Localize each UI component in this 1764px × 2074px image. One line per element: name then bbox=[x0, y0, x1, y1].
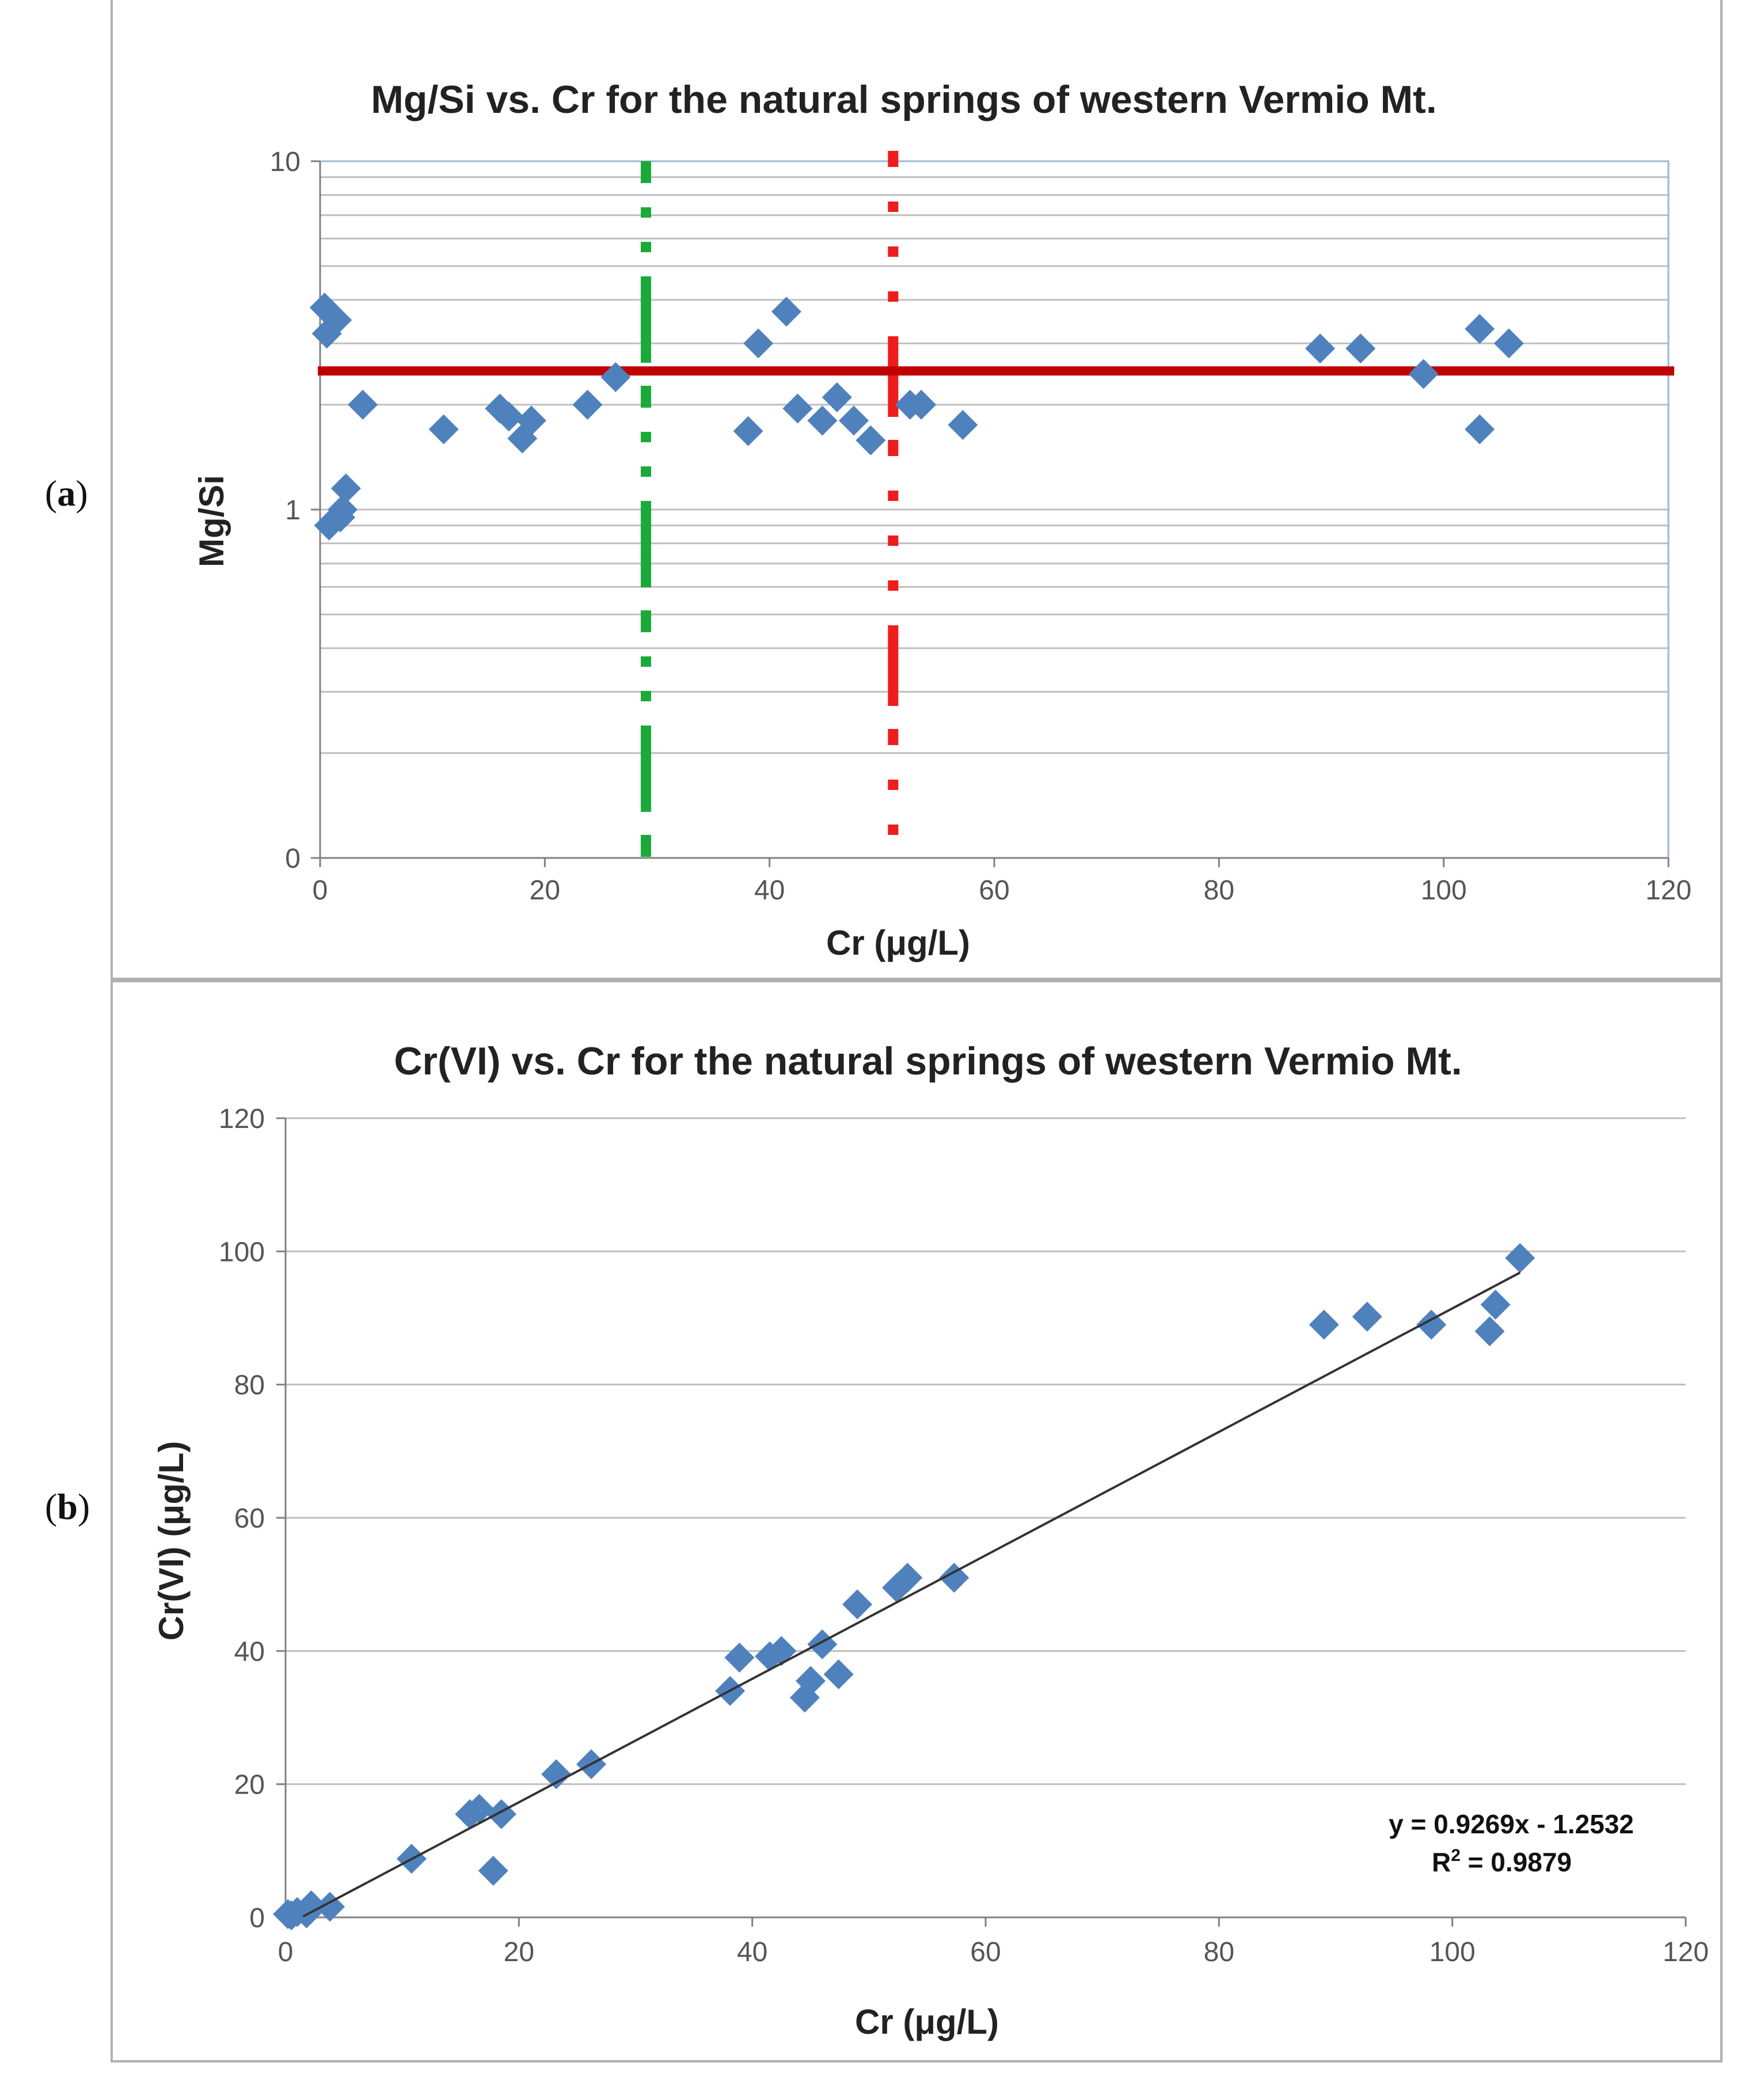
data-point bbox=[493, 401, 524, 432]
data-point bbox=[1474, 1316, 1505, 1347]
data-point bbox=[771, 297, 801, 327]
x-tick-label: 120 bbox=[1645, 875, 1691, 906]
x-tick-label: 40 bbox=[737, 1937, 767, 1967]
y-tick-label: 0 bbox=[285, 844, 301, 874]
x-tick-label: 80 bbox=[1204, 1937, 1234, 1967]
x-tick-label: 0 bbox=[313, 875, 328, 906]
data-point bbox=[348, 389, 378, 420]
x-tick-label: 40 bbox=[754, 875, 785, 906]
data-point bbox=[807, 1629, 838, 1659]
x-tick-label: 100 bbox=[1430, 1937, 1476, 1967]
data-point bbox=[766, 1636, 797, 1666]
data-point bbox=[724, 1642, 755, 1673]
data-point bbox=[600, 362, 631, 392]
panel-label-a: (a) bbox=[45, 473, 88, 514]
y-tick-label: 120 bbox=[219, 1104, 265, 1134]
data-point bbox=[782, 393, 813, 424]
data-point bbox=[296, 1890, 326, 1921]
trendline bbox=[302, 1271, 1521, 1918]
trendline-equation: y = 0.9269x - 1.2532 bbox=[1389, 1809, 1634, 1839]
data-point bbox=[428, 414, 459, 445]
data-point bbox=[572, 389, 603, 420]
x-tick-label: 80 bbox=[1204, 875, 1234, 906]
data-point bbox=[1416, 1309, 1447, 1340]
data-point bbox=[328, 495, 358, 525]
chart-a-frame bbox=[111, 0, 1723, 980]
x-tick-label: 120 bbox=[1663, 1937, 1709, 1967]
chart-a-ylabel: Mg/Si bbox=[192, 475, 231, 567]
data-point bbox=[856, 425, 886, 455]
x-tick-label: 20 bbox=[504, 1937, 534, 1967]
chart-b-xlabel: Cr (μg/L) bbox=[855, 2003, 999, 2041]
data-point bbox=[464, 1794, 495, 1824]
data-point bbox=[1465, 414, 1495, 445]
data-point bbox=[1408, 359, 1439, 389]
panel-label-b: (b) bbox=[45, 1486, 90, 1527]
y-tick-label: 80 bbox=[234, 1370, 265, 1401]
data-point bbox=[823, 1659, 854, 1689]
data-point bbox=[906, 389, 937, 420]
data-point bbox=[939, 1563, 970, 1593]
y-tick-label: 10 bbox=[270, 147, 301, 177]
data-point bbox=[1493, 328, 1524, 359]
y-tick-label: 0 bbox=[249, 1903, 265, 1934]
data-point bbox=[486, 1799, 516, 1829]
data-point bbox=[796, 1666, 826, 1696]
data-point bbox=[1352, 1301, 1382, 1332]
chart-b: 0 20 40 60 80 100 120 0 20 40 60 80 100 120 y = 0.9269… bbox=[152, 1039, 1709, 2041]
data-point bbox=[1465, 314, 1495, 344]
y-tick-label: 100 bbox=[219, 1237, 265, 1267]
data-point bbox=[478, 1856, 508, 1886]
data-point bbox=[1480, 1289, 1511, 1320]
chart-b-frame bbox=[111, 980, 1723, 2062]
data-point bbox=[541, 1759, 572, 1790]
x-tick-label: 20 bbox=[530, 875, 560, 906]
y-tick-label: 40 bbox=[234, 1636, 265, 1667]
chart-b-ylabel: Cr(VI) (μg/L) bbox=[152, 1441, 191, 1641]
chart-a-title: Mg/Si vs. Cr for the natural springs of … bbox=[371, 78, 1436, 121]
data-point bbox=[516, 405, 546, 436]
data-point bbox=[1309, 1309, 1339, 1340]
chart-b-title: Cr(VI) vs. Cr for the natural springs of… bbox=[394, 1039, 1462, 1083]
x-tick-label: 60 bbox=[979, 875, 1009, 906]
data-point bbox=[892, 1563, 923, 1593]
data-point bbox=[948, 409, 978, 440]
y-tick-label: 60 bbox=[234, 1503, 265, 1534]
r-squared-label: R2 = 0.9879 bbox=[1432, 1846, 1572, 1877]
data-point bbox=[315, 1891, 345, 1922]
data-point bbox=[1505, 1243, 1535, 1273]
x-tick-label: 0 bbox=[278, 1937, 294, 1967]
data-point bbox=[842, 1589, 873, 1620]
x-tick-label: 60 bbox=[970, 1937, 1001, 1967]
data-point bbox=[807, 405, 838, 436]
data-point bbox=[330, 473, 361, 504]
data-point bbox=[1345, 333, 1376, 364]
data-point bbox=[822, 382, 852, 413]
y-tick-label: 1 bbox=[285, 495, 301, 526]
data-point bbox=[1305, 333, 1335, 364]
data-point bbox=[839, 405, 869, 436]
data-point bbox=[733, 416, 763, 446]
data-point bbox=[743, 328, 774, 359]
x-tick-label: 100 bbox=[1421, 875, 1467, 906]
data-point bbox=[322, 305, 352, 335]
chart-a-xlabel: Cr (μg/L) bbox=[826, 924, 970, 962]
y-tick-label: 20 bbox=[234, 1770, 265, 1800]
